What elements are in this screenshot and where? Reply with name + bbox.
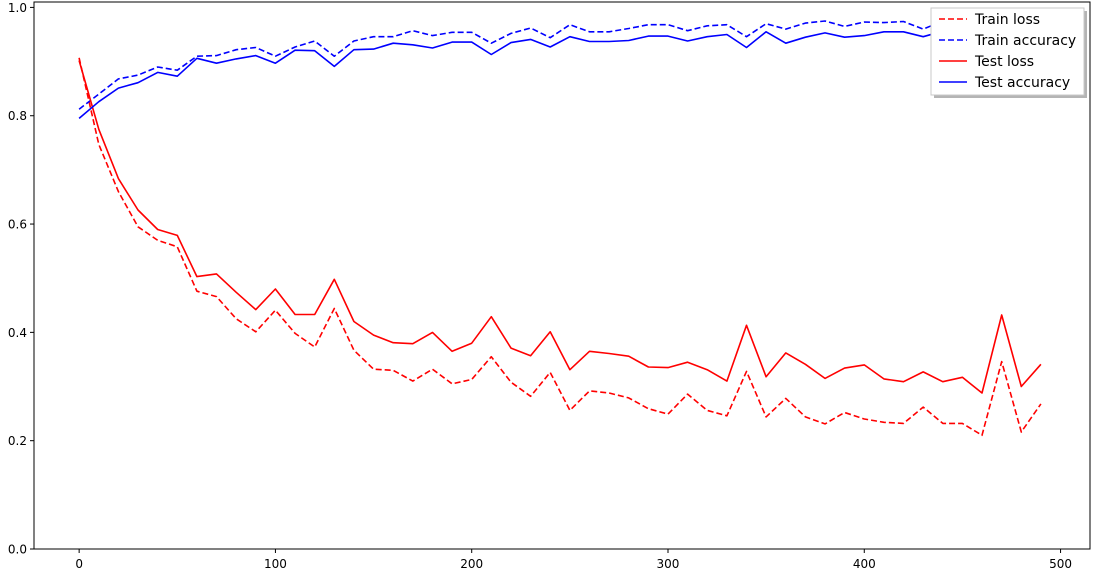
x-tick-label: 500 [1049, 557, 1072, 571]
y-tick-label: 1.0 [8, 1, 27, 15]
series-line-test-loss [78, 60, 1042, 394]
y-tick-label: 0.2 [8, 434, 27, 448]
y-tick-label: 0.6 [8, 218, 27, 232]
y-tick-label: 0.4 [8, 326, 27, 340]
x-tick-label: 0 [75, 557, 83, 571]
series-line-train-loss [78, 57, 1042, 437]
legend-label: Train loss [974, 12, 1040, 28]
plot-frame [33, 1, 1091, 550]
legend-label: Test accuracy [974, 75, 1070, 91]
legend-label: Test loss [974, 54, 1034, 70]
series-layer [78, 15, 1042, 437]
series-line-test-accuracy [78, 24, 1041, 120]
x-tick-label: 400 [853, 557, 876, 571]
x-axis: 0 100 200 300 400 500 [75, 549, 1072, 571]
y-tick-label: 0.8 [8, 109, 27, 123]
legend-label: Train accuracy [974, 33, 1076, 49]
x-tick-label: 300 [657, 557, 680, 571]
legend: Train loss Train accuracy Test loss Test ac… [930, 7, 1087, 98]
x-tick-label: 200 [460, 557, 483, 571]
series-line-train-accuracy [78, 15, 1041, 110]
legend-box [930, 7, 1085, 96]
y-tick-label: 0.0 [8, 543, 27, 557]
y-axis: 0.0 0.2 0.4 0.6 0.8 1.0 [8, 1, 34, 557]
x-tick-label: 100 [264, 557, 287, 571]
